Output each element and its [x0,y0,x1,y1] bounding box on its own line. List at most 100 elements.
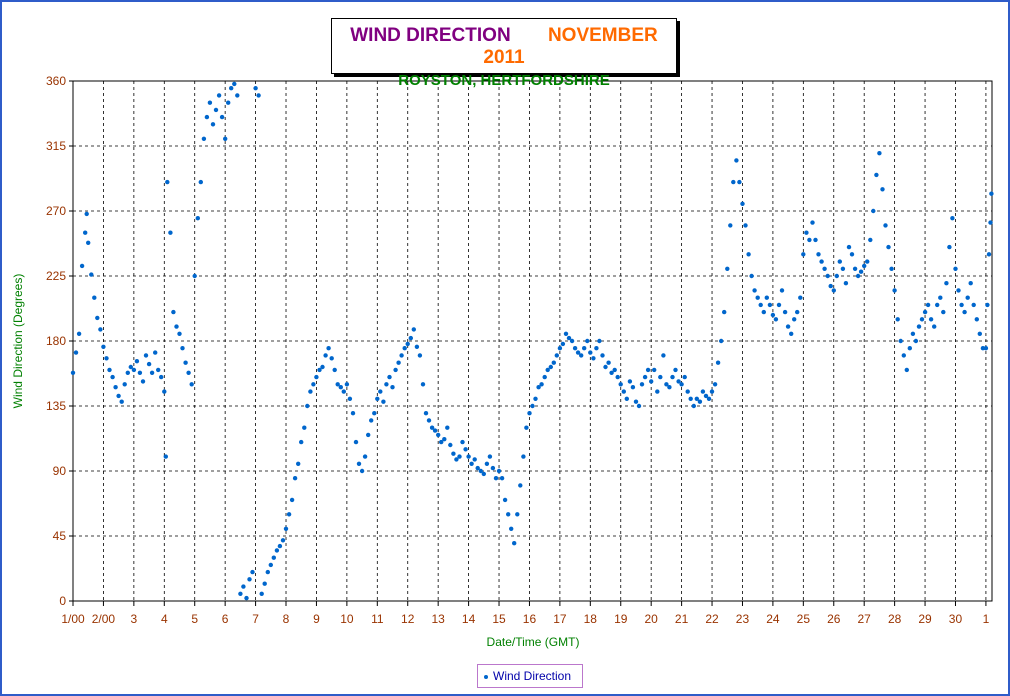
data-point [953,266,958,271]
x-tick-label: 5 [191,612,198,626]
data-point [174,324,179,329]
data-point [871,208,876,214]
data-point [633,399,639,404]
x-tick-label: 12 [401,612,415,626]
data-point [177,331,182,336]
x-tick-label: 15 [492,612,506,626]
data-point [70,370,76,375]
data-point [789,331,794,336]
data-point [268,562,273,568]
data-point [764,295,769,300]
data-point [843,281,849,286]
chart-title-period: NOVEMBER 2011 [483,25,658,68]
data-point [259,591,264,596]
data-point [986,252,992,257]
data-point [390,385,395,390]
data-point [226,100,231,105]
y-tick-label: 315 [46,139,66,153]
data-point [426,418,432,423]
data-point [566,335,572,341]
data-point [262,581,267,586]
data-point [362,454,368,459]
data-point [402,346,407,351]
data-point [944,281,949,286]
x-tick-label: 4 [161,612,168,626]
data-point [758,302,763,308]
data-point [338,385,343,390]
data-point [271,555,276,560]
data-point [387,374,392,380]
data-point [472,457,477,462]
data-point [536,385,541,390]
data-point [134,359,140,364]
data-point [554,353,559,358]
data-point [533,396,538,401]
data-point [518,483,523,488]
data-point [737,179,742,185]
data-point [515,512,520,517]
data-point [636,403,642,409]
data-point [642,374,648,380]
x-axis-ticks: 1/00 2/00 3 4 5 6 7 8 9 10 11 12 13 14 15 16 17 18 19 20 21 2… [61,601,990,626]
x-tick-label: 2/00 [92,612,116,626]
data-point [904,367,909,373]
data-point [776,302,782,308]
data-point [679,382,684,387]
x-axis-title: Date/Time (GMT) [487,635,580,649]
data-point [429,425,435,430]
data-point [807,237,812,243]
data-point [210,122,216,127]
data-point [922,309,928,315]
x-tick-label: 18 [584,612,598,626]
x-tick-label: 29 [918,612,932,626]
data-point [326,346,331,351]
data-point [697,399,703,404]
y-tick-label: 180 [46,334,66,348]
data-point [785,324,791,329]
data-point [283,526,289,531]
data-point [712,382,718,387]
data-point [320,364,325,370]
data-point [213,107,219,113]
data-point [661,353,666,358]
data-point [308,389,313,394]
data-point [393,367,398,373]
data-point [432,428,438,433]
chart-title-main: WIND DIRECTION [350,25,511,46]
data-point [372,411,377,416]
data-point [131,367,137,373]
data-point [366,432,371,438]
data-point [935,302,940,308]
data-point [86,240,91,245]
data-point [146,361,152,367]
data-point [98,327,103,332]
data-point [575,350,581,355]
data-point [478,468,483,474]
data-point [247,577,252,582]
data-point [530,403,535,409]
data-point [219,114,225,120]
x-tick-label: 23 [736,612,750,626]
data-point [988,220,993,225]
data-point [594,346,599,351]
data-point [883,223,888,228]
data-point [612,367,617,373]
data-point [621,389,626,394]
data-point [862,263,867,269]
data-point [451,451,456,456]
data-point [728,223,733,228]
data-point [332,367,337,373]
data-point [740,201,745,206]
data-point [79,263,85,269]
data-point [658,374,663,380]
data-point [329,356,334,361]
x-tick-label: 8 [283,612,290,626]
data-point [886,244,891,250]
data-point [311,382,316,387]
data-point [159,374,164,380]
x-tick-label: 26 [827,612,841,626]
data-point [198,179,203,185]
data-point [962,309,967,315]
data-point [274,548,280,553]
data-point [305,403,310,409]
